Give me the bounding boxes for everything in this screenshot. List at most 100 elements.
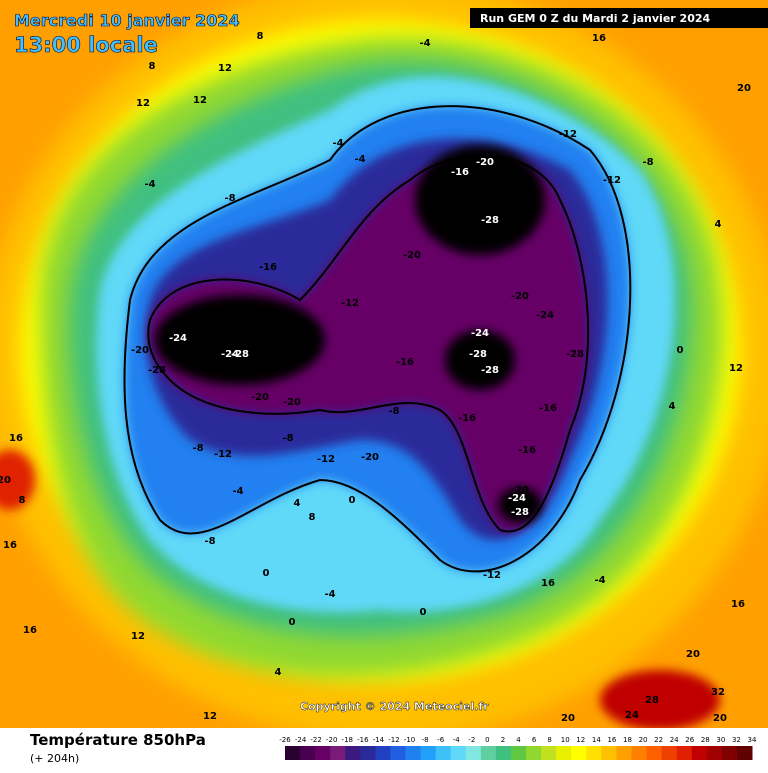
contour-label: 16	[592, 33, 606, 44]
contour-label: -8	[388, 406, 399, 417]
contour-label: -20	[251, 392, 269, 403]
contour-label: 32	[711, 687, 725, 698]
contour-label: 16	[731, 599, 745, 610]
contour-label: -20	[511, 485, 529, 496]
scale-cell	[360, 746, 376, 760]
contour-label: -28	[481, 215, 499, 226]
scale-cell	[586, 746, 602, 760]
contour-label: -12	[317, 454, 335, 465]
contour-label: 16	[541, 578, 555, 589]
scale-tick-label: 10	[561, 736, 570, 744]
scale-tick-label: 22	[654, 736, 663, 744]
temperature-field	[0, 0, 768, 740]
scale-tick-label: 12	[576, 736, 585, 744]
scale-cell	[526, 746, 542, 760]
scale-cell	[330, 746, 346, 760]
scale-cell	[465, 746, 482, 760]
contour-label: -28	[148, 365, 166, 376]
contour-label: -24	[169, 333, 187, 344]
contour-label: -20	[361, 452, 379, 463]
contour-label: 4	[275, 667, 282, 678]
contour-label: -24	[221, 349, 239, 360]
contour-label: 20	[713, 713, 727, 724]
contour-label: 12	[131, 631, 145, 642]
scale-cell	[480, 746, 497, 760]
contour-label: 24	[625, 710, 639, 721]
scale-tick-label: 16	[607, 736, 616, 744]
contour-label: 12	[136, 98, 150, 109]
contour-label: -20	[131, 345, 149, 356]
contour-label: 16	[3, 540, 17, 551]
scale-tick-label: 20	[639, 736, 648, 744]
copyright: Copyright © 2024 Meteociel.fr	[300, 700, 489, 713]
contour-label: 0	[349, 495, 356, 506]
run-box	[470, 8, 768, 28]
time: 13:00 locale	[14, 33, 158, 57]
scale-cell	[510, 746, 527, 760]
contour-label: -28	[231, 349, 249, 360]
contour-label: 0	[677, 345, 684, 356]
scale-tick-label: 24	[670, 736, 679, 744]
scale-cell	[646, 746, 663, 760]
scale-cell	[300, 746, 316, 760]
scale-cell	[375, 746, 391, 760]
scale-cell	[616, 746, 632, 760]
scale-cell	[495, 746, 512, 760]
scale-cell	[435, 746, 452, 760]
contour-label: -12	[559, 129, 577, 140]
contour-label: -28	[566, 349, 584, 360]
contour-label: 20	[686, 649, 700, 660]
contour-labels: -28-28-28-28-28-28-28-24-24-24-24-24-20-…	[0, 31, 751, 724]
contour-label: -4	[144, 179, 155, 190]
contour-label: 16	[9, 433, 23, 444]
contour-label: -20	[476, 157, 494, 168]
contour-label: 4	[715, 219, 722, 230]
scale-cell	[631, 746, 648, 760]
scale-tick-label: 26	[685, 736, 694, 744]
color-scale: -26 -24 -22 -20 -18 -16 -14 -12 -10 -8 -6 -4 -2 0 2 4 6 8…	[279, 736, 757, 760]
contour-label: 20	[0, 475, 11, 486]
scale-cell	[736, 746, 753, 760]
scale-cell	[315, 746, 331, 760]
contour-label: -16	[539, 403, 557, 414]
scale-tick-label: -12	[388, 736, 399, 744]
contour-label: 8	[309, 512, 316, 523]
contour-label: 20	[737, 83, 751, 94]
scale-tick-label: -22	[310, 736, 321, 744]
scale-tick-label: -10	[404, 736, 415, 744]
scale-cell	[420, 746, 437, 760]
contour-label: 16	[23, 625, 37, 636]
scale-tick-label: 14	[592, 736, 601, 744]
scale-cell	[556, 746, 572, 760]
contour-label: -24	[508, 493, 526, 504]
contour-label: -4	[232, 486, 243, 497]
scale-cell	[390, 746, 407, 760]
scale-cell	[706, 746, 723, 760]
scale-tick-label: 4	[516, 736, 521, 744]
contour-label: -4	[354, 154, 365, 165]
contour-label: 28	[645, 695, 659, 706]
scale-cell	[285, 746, 301, 760]
contour-label: -12	[603, 175, 621, 186]
scale-tick-label: -2	[468, 736, 475, 744]
contour-label: 4	[294, 498, 301, 509]
scale-cell	[450, 746, 467, 760]
contour-label: 20	[561, 713, 575, 724]
contour-label: -4	[324, 589, 335, 600]
contour-label: 12	[218, 63, 232, 74]
contour-label: -16	[518, 445, 536, 456]
header: Mercredi 10 janvier 2024 13:00 locale Ru…	[14, 8, 768, 57]
contour-label: -20	[283, 397, 301, 408]
legend-subtitle: (+ 204h)	[30, 752, 79, 765]
contour-label: -28	[511, 507, 529, 518]
contour-label: -12	[341, 298, 359, 309]
scale-cell	[345, 746, 361, 760]
contour-label: -24	[471, 328, 489, 339]
scale-cell	[541, 746, 557, 760]
scale-tick-label: 34	[748, 736, 757, 744]
scale-tick-label: 6	[532, 736, 537, 744]
contour-label: 8	[257, 31, 264, 42]
contour-label: -8	[192, 443, 203, 454]
scale-tick-label: -24	[295, 736, 307, 744]
scale-cell	[405, 746, 422, 760]
